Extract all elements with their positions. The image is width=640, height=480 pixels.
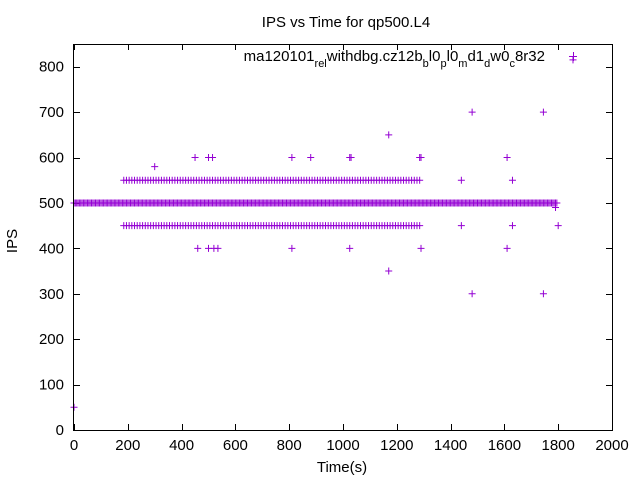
y-tick-label: 400 [39, 240, 64, 257]
x-tick-label: 600 [223, 437, 248, 454]
data-point [503, 154, 511, 162]
x-tick-label: 1600 [488, 437, 521, 454]
data-point [385, 131, 393, 139]
y-tick-label: 700 [39, 104, 64, 121]
data-point [416, 176, 424, 184]
y-tick-label: 300 [39, 286, 64, 303]
data-point [457, 222, 465, 230]
data-point [288, 154, 296, 162]
y-tick-label: 500 [39, 195, 64, 212]
data-point [503, 244, 511, 252]
axis-ticks: 0 200 400 600 800 1000 1200 1400 1600 1800 2000 0 10… [39, 44, 629, 454]
y-axis-label: IPS [4, 229, 21, 253]
data-point [416, 222, 424, 230]
x-tick-label: 400 [169, 437, 194, 454]
data-point [214, 244, 222, 252]
data-point [151, 163, 159, 171]
data-point [194, 244, 202, 252]
data-point [209, 154, 217, 162]
x-axis-label: Time(s) [317, 459, 367, 476]
data-point [508, 222, 516, 230]
data-point [347, 154, 355, 162]
x-tick-label: 2000 [595, 437, 628, 454]
data-point [191, 154, 199, 162]
x-tick-label: 1200 [380, 437, 413, 454]
x-tick-label: 1400 [434, 437, 467, 454]
chart-title: IPS vs Time for qp500.L4 [262, 14, 430, 31]
data-point [539, 290, 547, 298]
x-tick-label: 800 [277, 437, 302, 454]
y-tick-label: 600 [39, 150, 64, 167]
x-tick-label: 1800 [542, 437, 575, 454]
data-point [468, 108, 476, 116]
legend: ma120101relwithdbg.cz12bbl0pl0md1dw0c8r3… [244, 48, 577, 70]
data-point [307, 154, 315, 162]
data-point [539, 108, 547, 116]
data-point [468, 290, 476, 298]
y-tick-label: 100 [39, 377, 64, 394]
data-point [346, 244, 354, 252]
x-tick-label: 200 [115, 437, 140, 454]
plot-frame [73, 44, 613, 431]
data-point [552, 203, 560, 211]
data-point [417, 244, 425, 252]
data-point [288, 244, 296, 252]
y-tick-label: 0 [56, 422, 64, 439]
data-point [553, 199, 561, 207]
legend-series-label: ma120101relwithdbg.cz12bbl0pl0md1dw0c8r3… [244, 48, 545, 70]
data-point [508, 176, 516, 184]
data-points [70, 56, 577, 411]
data-point [457, 176, 465, 184]
x-tick-label: 0 [70, 437, 78, 454]
x-tick-label: 1000 [326, 437, 359, 454]
data-point [417, 154, 425, 162]
y-tick-label: 800 [39, 59, 64, 76]
y-tick-label: 200 [39, 331, 64, 348]
data-point [569, 56, 577, 64]
data-point [385, 267, 393, 275]
data-point [554, 222, 562, 230]
